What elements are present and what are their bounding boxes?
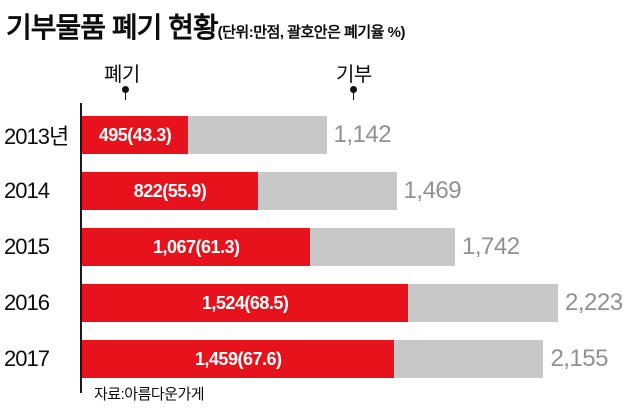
disposal-value-label: 1,067(61.3) xyxy=(152,236,240,257)
donation-value-label: 2,223 xyxy=(565,289,623,316)
donation-bar: 1,524(68.5) xyxy=(82,284,558,322)
chart-rows: 2013년 495(43.3) 1,142 2014 822(55.9) 1,469 201… xyxy=(4,103,640,393)
bar-group: 1,524(68.5) 2,223 xyxy=(82,284,640,322)
disposal-bar: 822(55.9) xyxy=(82,172,258,210)
bar-group: 1,067(61.3) 1,742 xyxy=(82,228,640,266)
disposal-bar: 1,067(61.3) xyxy=(82,228,311,266)
year-label: 2014 xyxy=(4,178,50,203)
donation-value-label: 1,469 xyxy=(403,177,462,204)
donation-value-label: 1,142 xyxy=(333,121,392,148)
year-label: 2016 xyxy=(4,290,50,315)
chart-row: 2014 822(55.9) 1,469 xyxy=(4,163,640,219)
year-label: 2013년 xyxy=(4,124,69,149)
chart-row: 2015 1,067(61.3) 1,742 xyxy=(4,219,640,275)
chart-row: 2017 1,459(67.6) 2,155 xyxy=(4,331,640,387)
disposal-value-label: 495(43.3) xyxy=(98,124,172,145)
legend-donation-label: 기부 xyxy=(336,64,372,86)
donation-value-label: 2,155 xyxy=(550,345,608,372)
bar-group: 822(55.9) 1,469 xyxy=(82,172,640,210)
bar-group: 495(43.3) 1,142 xyxy=(82,116,640,154)
donation-pointer-icon xyxy=(350,86,357,100)
chart-row: 2013년 495(43.3) 1,142 xyxy=(4,107,640,163)
unit-note: (단위:만점, 괄호안은 폐기율 %) xyxy=(217,24,406,41)
disposal-value-label: 822(55.9) xyxy=(133,180,207,201)
donation-bar: 822(55.9) xyxy=(82,172,397,210)
disposal-value-label: 1,459(67.6) xyxy=(194,348,282,369)
disposal-pointer-icon xyxy=(122,86,129,100)
donation-bar: 495(43.3) xyxy=(82,116,327,154)
disposal-bar: 495(43.3) xyxy=(82,116,188,154)
donation-bar: 1,459(67.6) xyxy=(82,340,544,378)
chart-header: 기부물품 폐기 현황(단위:만점, 괄호안은 폐기율 %) xyxy=(6,6,405,46)
year-label: 2017 xyxy=(4,346,50,371)
donation-value-label: 1,742 xyxy=(462,233,520,260)
source-note: 자료:아름다운가게 xyxy=(94,386,205,403)
disposal-value-label: 1,524(68.5) xyxy=(201,292,289,313)
bar-group: 1,459(67.6) 2,155 xyxy=(82,340,640,378)
year-label: 2015 xyxy=(4,234,50,259)
donation-bar: 1,067(61.3) xyxy=(82,228,455,266)
page-title: 기부물품 폐기 현황 xyxy=(6,12,219,43)
chart-area: 2013년 495(43.3) 1,142 2014 822(55.9) 1,469 201… xyxy=(2,103,640,393)
disposal-bar: 1,459(67.6) xyxy=(82,340,395,378)
chart-row: 2016 1,524(68.5) 2,223 xyxy=(4,275,640,331)
legend-disposal-label: 폐기 xyxy=(104,64,140,86)
disposal-bar: 1,524(68.5) xyxy=(82,284,409,322)
